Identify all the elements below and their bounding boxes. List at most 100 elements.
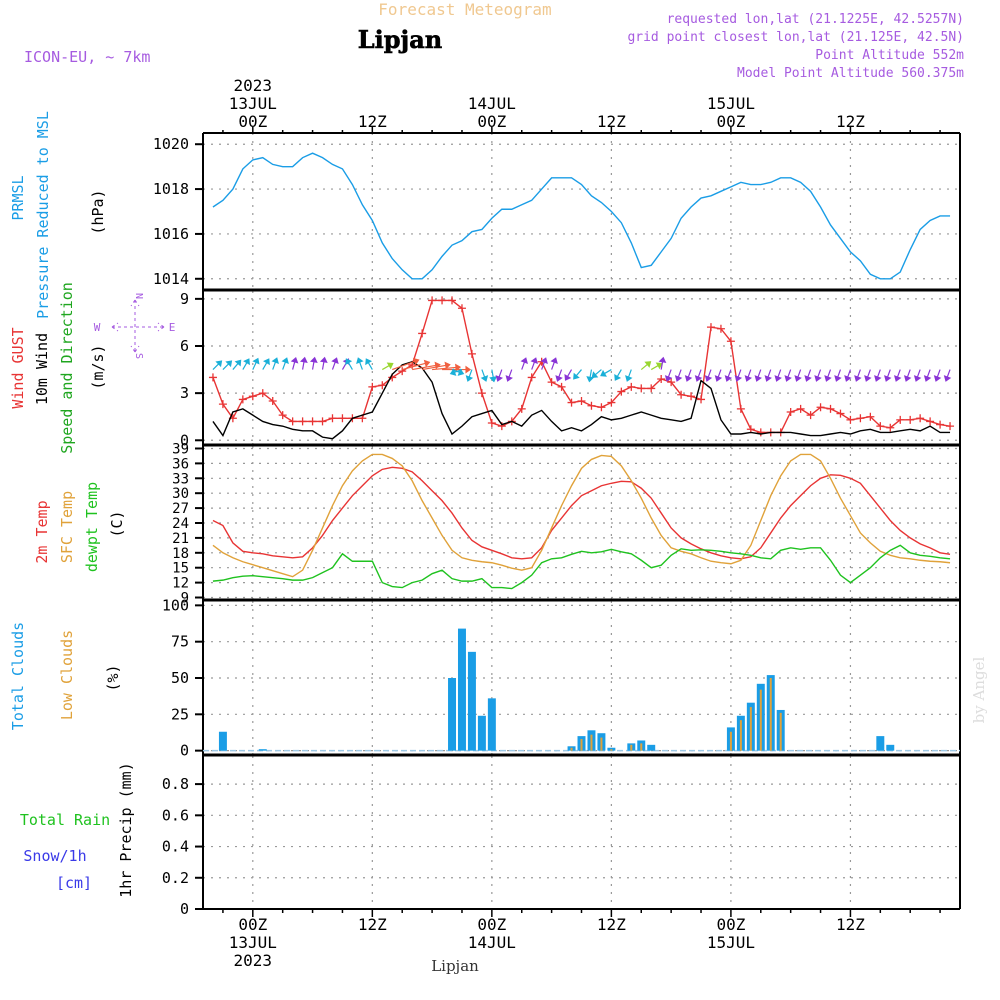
wind-arrow (923, 369, 932, 382)
compass-letter: W (94, 321, 101, 334)
panel-label: Speed and Direction (58, 282, 76, 454)
panel-label: Snow/1h (23, 847, 86, 865)
panel-label: 2m Temp (33, 500, 51, 563)
y-tick-label: 1014 (153, 270, 189, 288)
y-tick-label: 27 (172, 501, 189, 517)
gust-marker (398, 367, 407, 376)
wind-arrow (530, 357, 538, 370)
y-tick-label: 1016 (153, 225, 189, 243)
cloud-bar-total (467, 651, 476, 751)
gust-marker (457, 304, 466, 313)
wind-arrow (684, 369, 693, 382)
y-tick-label: 39 (172, 441, 189, 457)
series-line-sfc-temp (212, 453, 951, 578)
bottom-location-label: Lipjan (431, 957, 479, 975)
gust-marker (856, 414, 865, 423)
gust-marker (438, 296, 447, 305)
wind-arrow (331, 357, 339, 370)
gust-marker (786, 408, 795, 416)
gust-marker (687, 392, 696, 401)
y-tick-label: 21 (172, 531, 189, 547)
y-tick-label: 0 (180, 900, 189, 918)
wind-arrow (694, 369, 703, 382)
wind-arrow (281, 357, 289, 370)
wind-arrow (893, 369, 902, 382)
location-title: Lipjan (358, 25, 442, 54)
wind-arrow (262, 358, 270, 370)
panel-label: Wind GUST (9, 327, 27, 408)
wind-arrow (495, 369, 503, 382)
y-tick-label: 1018 (153, 180, 189, 198)
y-tick-label: 18 (172, 546, 189, 562)
compass-letter: E (169, 321, 176, 334)
x-time-label-top: 00Z (238, 112, 267, 131)
cloud-bar-low (610, 749, 613, 751)
gust-marker (627, 382, 636, 391)
wind-arrow (222, 360, 233, 370)
x-time-label-top: 14JUL (468, 94, 516, 113)
compass-letter: S (133, 353, 144, 359)
compass-ew-arrow (111, 322, 165, 332)
wind-arrow (734, 369, 743, 382)
y-tick-label: 0.2 (162, 869, 189, 887)
wind-arrow (442, 365, 472, 374)
panel-label: (%) (104, 664, 122, 691)
wind-arrow (422, 361, 451, 371)
gust-marker (448, 296, 457, 305)
gust-marker (826, 404, 835, 413)
gust-marker (706, 323, 715, 332)
panel-label-clouds: Total Clouds Low Clouds (%) (9, 622, 122, 730)
panel-label: dewpt Temp (83, 482, 101, 572)
wind-arrow (299, 356, 308, 370)
wind-arrow (309, 356, 318, 370)
x-time-label-top: 12Z (358, 112, 387, 131)
panel-label: (m/s) (89, 344, 107, 389)
panel-label: [cm] (56, 874, 92, 892)
wind-arrow (365, 358, 373, 370)
y-tick-label: 12 (172, 576, 189, 592)
x-time-label-bottom: 14JUL (468, 933, 516, 952)
cloud-bar-low (759, 689, 762, 751)
wind-arrow (704, 369, 713, 382)
y-tick-label: 9 (180, 290, 189, 308)
info-point-altitude: Point Altitude 552m (815, 48, 964, 63)
wind-arrow (586, 369, 595, 383)
panel-wind: 0 3 6 9 (180, 290, 960, 449)
y-tick-label: 3 (180, 384, 189, 402)
cloud-bar-total (218, 731, 227, 751)
series-line-dewpt-temp (212, 544, 951, 590)
gust-marker (428, 296, 437, 305)
y-tick-label: 0.6 (162, 806, 189, 824)
gust-marker (308, 417, 317, 426)
wind-arrow (640, 361, 652, 371)
y-tick-label: 0.8 (162, 775, 189, 793)
wind-arrow (505, 369, 513, 382)
wind-arrow (903, 369, 912, 382)
gust-marker (298, 417, 307, 426)
wind-arrow (864, 369, 872, 382)
gust-marker (836, 409, 845, 418)
y-tick-label: 25 (171, 705, 189, 723)
cloud-bar-low (769, 678, 772, 751)
y-tick-label: 1020 (153, 135, 189, 153)
wind-compass: N S W E (94, 293, 176, 359)
y-tick-label: 0.4 (162, 838, 189, 856)
gust-marker (667, 378, 676, 387)
wind-arrow (650, 362, 663, 371)
gust-marker (816, 403, 825, 412)
x-time-label-top: 12Z (597, 112, 626, 131)
gust-marker (288, 417, 297, 426)
x-time-label-bottom: 2023 (234, 951, 273, 970)
gust-marker (677, 390, 686, 399)
wind-arrow (550, 357, 558, 370)
wind-arrow (774, 369, 782, 382)
gust-marker (806, 411, 815, 420)
panel-label: PRMSL (9, 175, 27, 220)
wind-arrow (764, 369, 772, 382)
gust-marker (637, 384, 646, 393)
forecast-meteogram-title: Forecast Meteogram (378, 0, 551, 19)
wind-arrow (252, 357, 260, 370)
compass-ns-arrow (130, 299, 140, 353)
